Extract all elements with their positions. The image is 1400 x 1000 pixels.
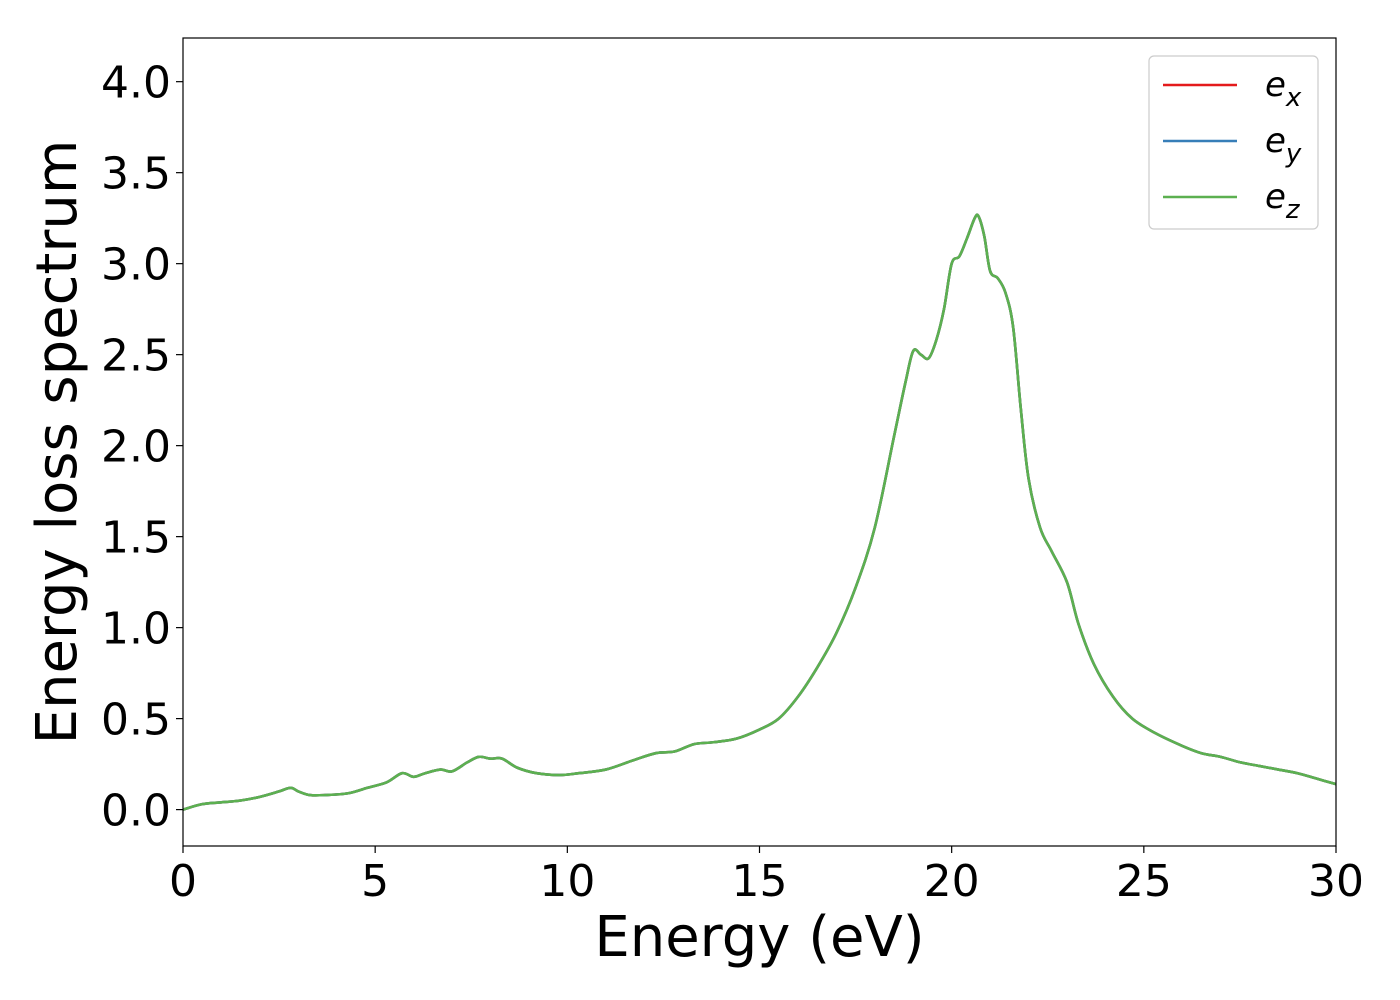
series-line-e-x <box>183 213 1336 811</box>
x-tick-label: 5 <box>361 856 389 907</box>
y-tick-label: 0.0 <box>101 786 171 837</box>
legend-box <box>1148 55 1319 230</box>
y-tick-label: 2.0 <box>101 422 171 473</box>
series-lines <box>183 213 1336 811</box>
y-tick-label: 4.0 <box>101 58 171 109</box>
x-axis-ticks: 0 5 10 15 20 25 30 <box>169 846 1364 907</box>
legend-label: ez <box>1265 177 1301 225</box>
x-tick-label: 10 <box>539 856 595 907</box>
x-tick-label: 20 <box>924 856 980 907</box>
series-line-e-y <box>183 213 1336 811</box>
x-tick-label: 30 <box>1308 856 1364 907</box>
y-tick-label: 3.5 <box>101 149 171 200</box>
x-tick-label: 25 <box>1116 856 1172 907</box>
series-line-e-z <box>183 213 1336 811</box>
legend-label: ey <box>1265 121 1302 169</box>
y-axis-label: Energy loss spectrum <box>25 140 90 745</box>
legend-label: ex <box>1265 65 1302 113</box>
x-tick-label: 0 <box>169 856 197 907</box>
y-tick-label: 1.0 <box>101 604 171 655</box>
y-tick-label: 0.5 <box>101 695 171 746</box>
x-axis-label: Energy (eV) <box>594 905 924 970</box>
y-tick-label: 2.5 <box>101 331 171 382</box>
y-tick-label: 1.5 <box>101 513 171 564</box>
x-tick-label: 15 <box>732 856 788 907</box>
y-axis-ticks: 0.0 0.5 1.0 1.5 2.0 2.5 3.0 3.5 4.0 <box>101 58 183 837</box>
y-tick-label: 3.0 <box>101 240 171 291</box>
legend: ex ey ez <box>1148 55 1319 230</box>
